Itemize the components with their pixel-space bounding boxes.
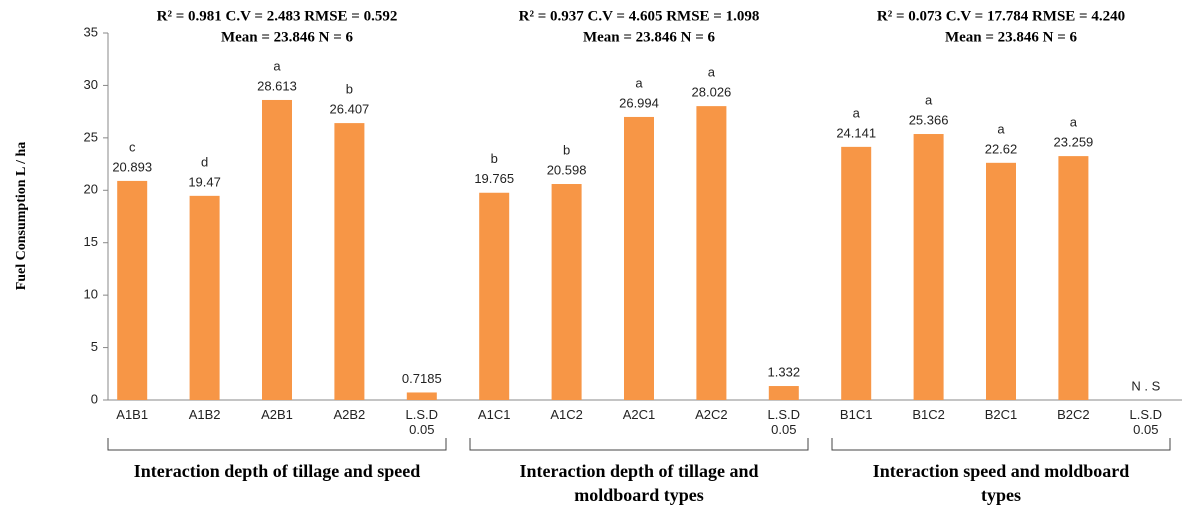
value-label: 1.332 <box>768 364 801 379</box>
bar <box>841 146 872 400</box>
bar <box>406 392 437 400</box>
bar <box>986 162 1016 400</box>
stats-text: Mean = 23.846 N = 6 <box>583 29 716 45</box>
letter-label: a <box>273 58 281 73</box>
group-bracket <box>107 438 447 451</box>
letter-label: b <box>491 151 498 166</box>
letter-label: a <box>997 121 1005 136</box>
bar <box>551 184 582 400</box>
bar <box>117 180 148 400</box>
value-label: 26.407 <box>330 102 370 117</box>
x-tick-label: A2C1 <box>622 407 656 422</box>
value-label: 19.47 <box>188 174 221 189</box>
stats-text: Mean = 23.846 N = 6 <box>221 29 354 45</box>
value-label: 20.598 <box>547 162 587 177</box>
group-bracket <box>469 438 809 451</box>
x-tick-label: L.S.D 0.05 <box>405 407 439 437</box>
group-label: Interaction depth of tillage and moldboa… <box>519 461 759 505</box>
stats-text: R² = 0.937 C.V = 4.605 RMSE = 1.098 <box>519 8 760 24</box>
bar <box>262 99 292 400</box>
value-label: 25.366 <box>909 112 949 127</box>
y-tick-label: 15 <box>84 234 98 249</box>
value-label: N . S <box>1131 378 1160 393</box>
stats-text: R² = 0.981 C.V = 2.483 RMSE = 0.592 <box>157 8 398 24</box>
y-tick-label: 20 <box>84 182 98 197</box>
y-tick-label: 35 <box>84 24 98 39</box>
x-tick-label: L.S.D 0.05 <box>1129 407 1163 437</box>
letter-label: b <box>563 142 570 157</box>
value-label: 23.259 <box>1054 135 1094 150</box>
value-label: 19.765 <box>474 171 514 186</box>
x-tick-label: A2B1 <box>261 407 293 422</box>
x-tick-label: A1C1 <box>477 407 511 422</box>
x-tick-label: B2C2 <box>1057 407 1090 422</box>
value-label: 0.7185 <box>402 371 442 386</box>
letter-label: a <box>853 105 861 120</box>
bar <box>624 116 654 400</box>
bar <box>768 386 799 400</box>
bar <box>479 192 510 400</box>
x-tick-label: A1B1 <box>116 407 149 422</box>
x-tick-label: B2C1 <box>984 407 1018 422</box>
value-label: 20.893 <box>112 159 152 174</box>
value-label: 28.026 <box>692 85 732 100</box>
x-tick-label: A1C2 <box>550 407 583 422</box>
letter-label: a <box>1070 115 1078 130</box>
letter-label: b <box>346 82 353 97</box>
stats-text: Mean = 23.846 N = 6 <box>945 29 1078 45</box>
y-tick-label: 10 <box>84 287 98 302</box>
x-tick-label: A2B2 <box>333 407 366 422</box>
x-tick-label: A1B2 <box>188 407 221 422</box>
y-tick-label: 5 <box>91 339 98 354</box>
stats-text: R² = 0.073 C.V = 17.784 RMSE = 4.240 <box>877 8 1125 24</box>
letter-label: a <box>708 65 716 80</box>
bar <box>189 195 220 400</box>
group-label: Interaction speed and moldboard types <box>872 461 1130 505</box>
value-label: 24.141 <box>836 125 876 140</box>
y-axis-label: Fuel Consumption L / ha <box>14 142 29 291</box>
bar <box>913 134 944 400</box>
letter-label: d <box>201 154 208 169</box>
bar <box>1058 156 1089 400</box>
group-label: Interaction depth of tillage and speed <box>133 461 421 481</box>
value-label: 28.613 <box>257 78 297 93</box>
x-tick-label: L.S.D 0.05 <box>767 407 801 437</box>
letter-label: a <box>925 92 933 107</box>
x-tick-label: B1C1 <box>839 407 873 422</box>
bar <box>334 123 365 400</box>
bar <box>696 106 727 400</box>
y-tick-label: 30 <box>84 77 98 92</box>
letter-label: a <box>635 75 643 90</box>
x-tick-label: A2C2 <box>695 407 728 422</box>
value-label: 22.62 <box>985 141 1018 156</box>
y-tick-label: 25 <box>84 129 98 144</box>
group-bracket <box>831 438 1171 451</box>
y-tick-label: 0 <box>91 391 98 406</box>
value-label: 26.994 <box>619 95 659 110</box>
letter-label: c <box>129 139 136 154</box>
x-tick-label: B1C2 <box>912 407 945 422</box>
